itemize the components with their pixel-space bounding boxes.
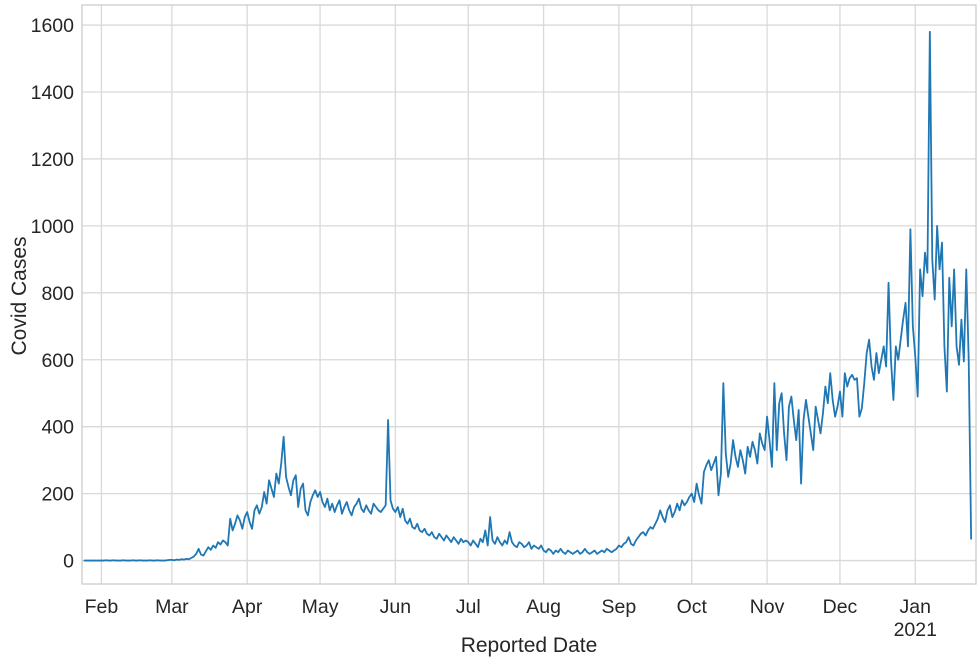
x-axis-title: Reported Date xyxy=(461,634,598,657)
x-tick-label: Apr xyxy=(232,596,263,618)
x-tick-label: Nov xyxy=(750,596,785,618)
x-tick-label: Oct xyxy=(677,596,708,618)
y-tick-label: 800 xyxy=(41,283,74,305)
plot-border xyxy=(81,4,977,585)
series-layer xyxy=(83,30,973,562)
y-tick-label: 600 xyxy=(41,350,74,372)
x-tick-year-label: 2021 xyxy=(894,619,937,641)
y-tick-label: 1600 xyxy=(31,15,75,37)
x-tick-label: Jun xyxy=(380,596,411,618)
ticks-layer: 0 200 400 600 800 1000 1200 1400 1600 Feb Mar Apr Ma… xyxy=(31,15,937,641)
x-tick-label: Feb xyxy=(85,596,119,618)
y-tick-label: 1200 xyxy=(31,149,75,171)
x-tick-label: Sep xyxy=(602,596,637,618)
x-tick-label: Mar xyxy=(155,596,189,618)
x-tick-label: May xyxy=(302,596,339,618)
y-tick-label: 0 xyxy=(63,551,74,573)
x-tick-label: Aug xyxy=(526,596,561,618)
y-tick-label: 400 xyxy=(41,417,74,439)
y-axis-title: Covid Cases xyxy=(8,236,31,355)
y-tick-label: 200 xyxy=(41,484,74,506)
x-tick-label: Dec xyxy=(823,596,858,618)
y-tick-label: 1000 xyxy=(31,216,75,238)
x-tick-label: Jan xyxy=(900,596,931,618)
covid-cases-line xyxy=(83,30,973,562)
grid-layer xyxy=(82,5,976,584)
axes-spines xyxy=(81,4,977,585)
x-tick-label: Jul xyxy=(456,596,481,618)
y-tick-label: 1400 xyxy=(31,82,75,104)
